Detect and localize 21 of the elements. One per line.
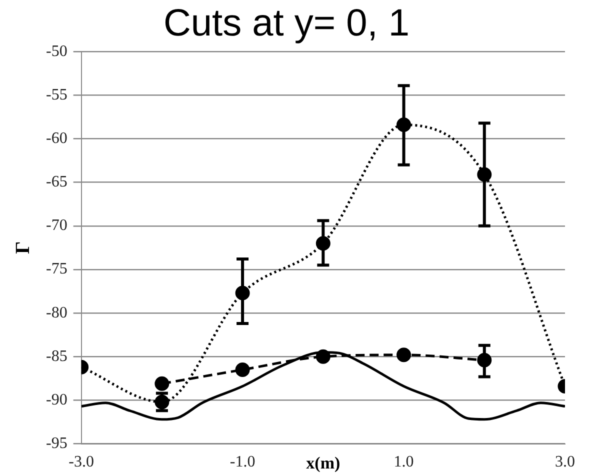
x-tick-label: -1.0 <box>230 454 256 471</box>
point <box>235 362 250 377</box>
point <box>154 376 170 391</box>
y-tick-label: -50 <box>46 42 68 60</box>
x-axis-title: x(m) <box>306 453 340 472</box>
y-tick-label: -90 <box>46 391 68 408</box>
y-tick-label: -70 <box>46 217 68 234</box>
point <box>316 349 330 364</box>
x-tick-label: 3.0 <box>555 454 575 471</box>
chart-title: Cuts at y= 0, 1 <box>163 2 410 44</box>
y-tick-label: -60 <box>46 130 68 147</box>
y-tick-label: -85 <box>46 348 68 365</box>
y-axis-title: Γ <box>12 241 34 254</box>
x-tick-label: 1.0 <box>394 454 414 471</box>
x-tick-label: -3.0 <box>68 454 94 471</box>
y-tick-label: -95 <box>46 435 68 452</box>
y-tick-label: -80 <box>46 304 68 322</box>
point <box>396 348 412 362</box>
y-tick-label: -55 <box>46 86 68 104</box>
y-tick-label: -75 <box>46 260 68 278</box>
y-tick-label: -65 <box>46 174 68 191</box>
